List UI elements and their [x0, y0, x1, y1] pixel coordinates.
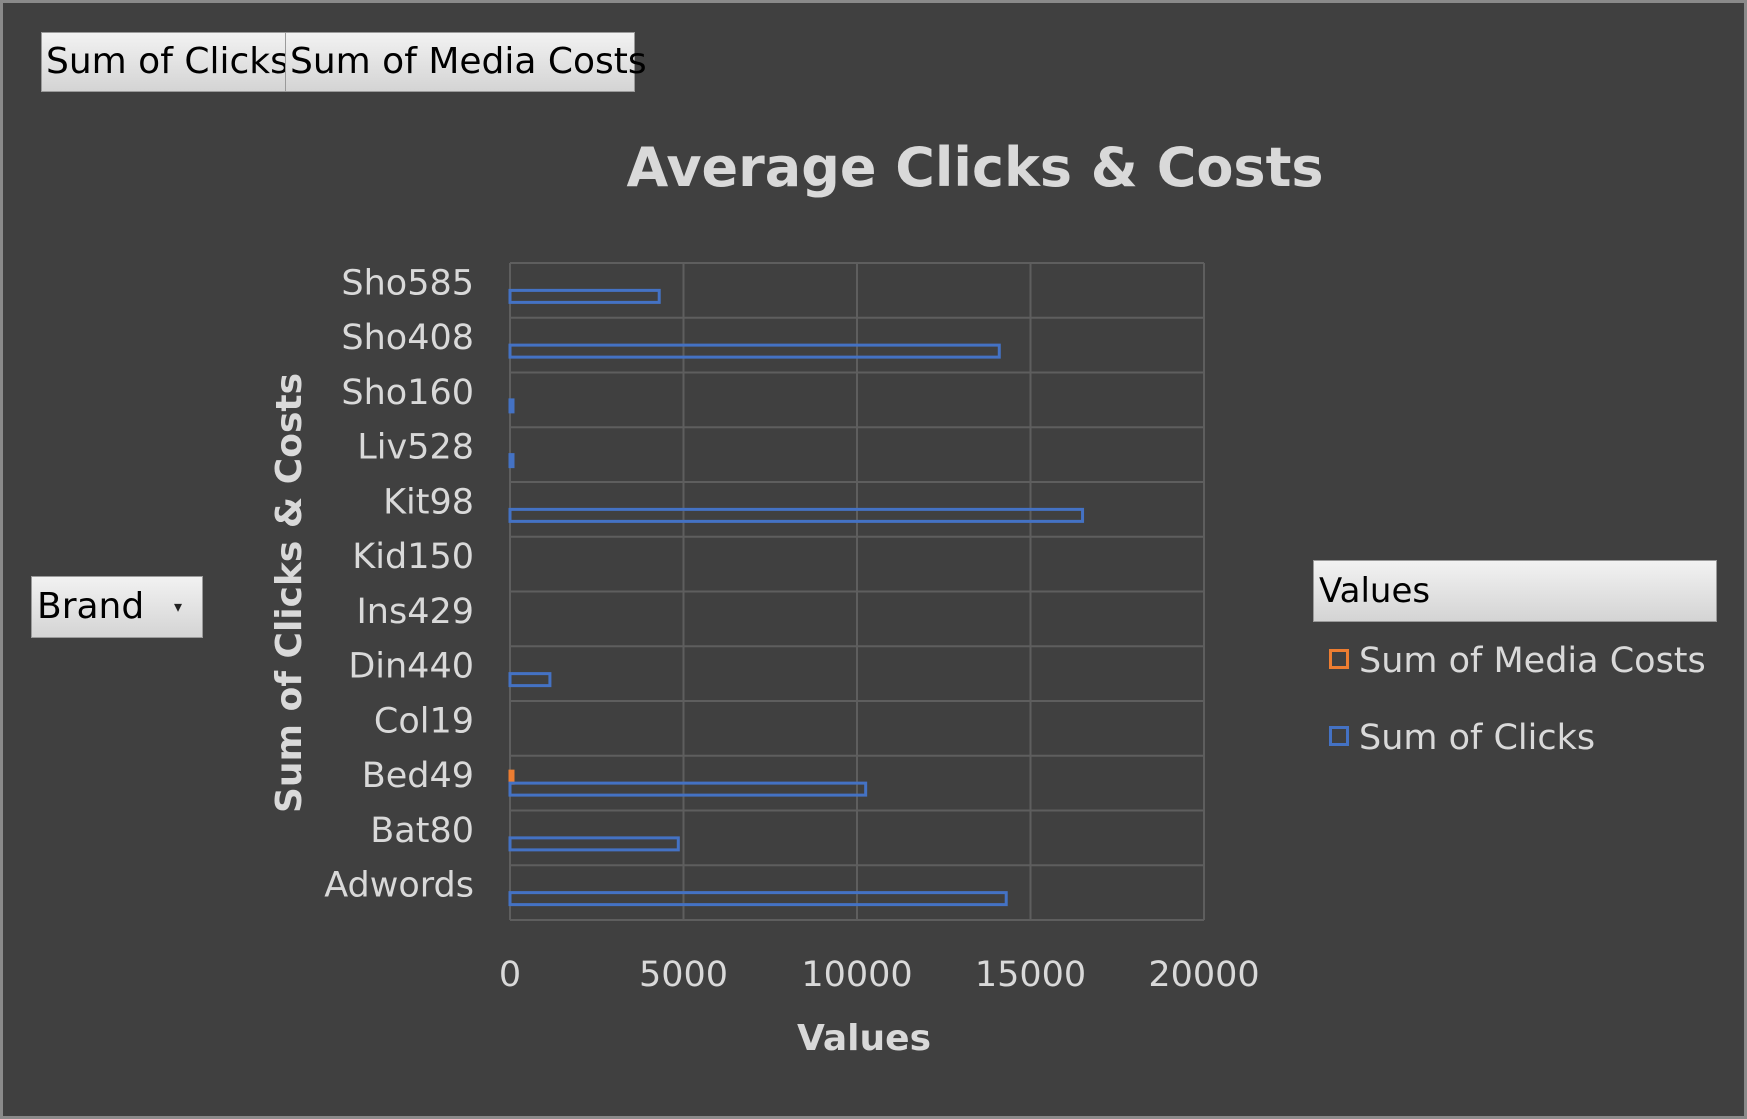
x-axis-title: Values: [797, 1018, 931, 1059]
bar-clicks: [508, 288, 661, 304]
brand-filter-label: Brand: [37, 586, 145, 627]
gridlines: [509, 262, 1205, 921]
category-label: Adwords: [324, 866, 474, 906]
category-label: Kid150: [352, 537, 474, 577]
bar-clicks: [508, 343, 1001, 359]
x-tick-label: 0: [499, 955, 521, 995]
bars: [508, 288, 1085, 907]
x-tick-label: 20000: [1148, 955, 1259, 995]
category-label: Liv528: [357, 428, 474, 468]
legend-label-clicks: Sum of Clicks: [1359, 718, 1596, 758]
category-label: Kit98: [383, 482, 474, 522]
legend-label-media-costs: Sum of Media Costs: [1359, 641, 1706, 681]
sum-of-media-costs-field-button[interactable]: Sum of Media Costs: [285, 32, 647, 92]
legend-item-media-costs: Sum of Media Costs: [1329, 641, 1706, 681]
x-tick-labels: 0 5000 10000 15000 20000: [499, 955, 1260, 995]
legend-swatch-media-costs: [1329, 649, 1349, 669]
category-label: Bed49: [362, 756, 474, 796]
sum-of-clicks-field-button[interactable]: Sum of Clicks: [41, 32, 289, 92]
bar-media-costs: [508, 769, 515, 785]
x-tick-label: 10000: [801, 955, 912, 995]
bar-chart: Adwords Bat80 Bed49 Col19 Din440 Ins429 Kid150…: [269, 136, 1324, 1059]
chevron-down-icon: ▾: [173, 597, 182, 616]
legend-item-clicks: Sum of Clicks: [1329, 718, 1595, 758]
category-label: Din440: [348, 647, 474, 687]
category-label: Ins429: [356, 592, 474, 632]
category-label: Bat80: [370, 811, 474, 851]
category-label: Sho585: [341, 263, 474, 303]
bar-clicks: [508, 836, 680, 852]
legend-values-field-button[interactable]: Values: [1313, 560, 1717, 622]
chart-title: Average Clicks & Costs: [626, 136, 1323, 199]
bar-clicks: [508, 398, 515, 414]
bar-clicks: [508, 781, 868, 797]
category-label: Sho160: [341, 373, 474, 413]
x-tick-label: 15000: [975, 955, 1086, 995]
category-label: Col19: [374, 701, 474, 741]
category-label: Sho408: [341, 318, 474, 358]
brand-filter-dropdown[interactable]: Brand ▾: [31, 576, 203, 638]
bar-clicks: [508, 672, 552, 688]
bar-clicks: [508, 891, 1008, 907]
bar-clicks: [508, 453, 515, 469]
y-axis-title: Sum of Clicks & Costs: [269, 373, 310, 813]
legend-swatch-clicks: [1329, 726, 1349, 746]
bar-clicks: [508, 507, 1085, 523]
category-labels: Adwords Bat80 Bed49 Col19 Din440 Ins429 Kid150…: [324, 263, 474, 905]
x-tick-label: 5000: [639, 955, 728, 995]
